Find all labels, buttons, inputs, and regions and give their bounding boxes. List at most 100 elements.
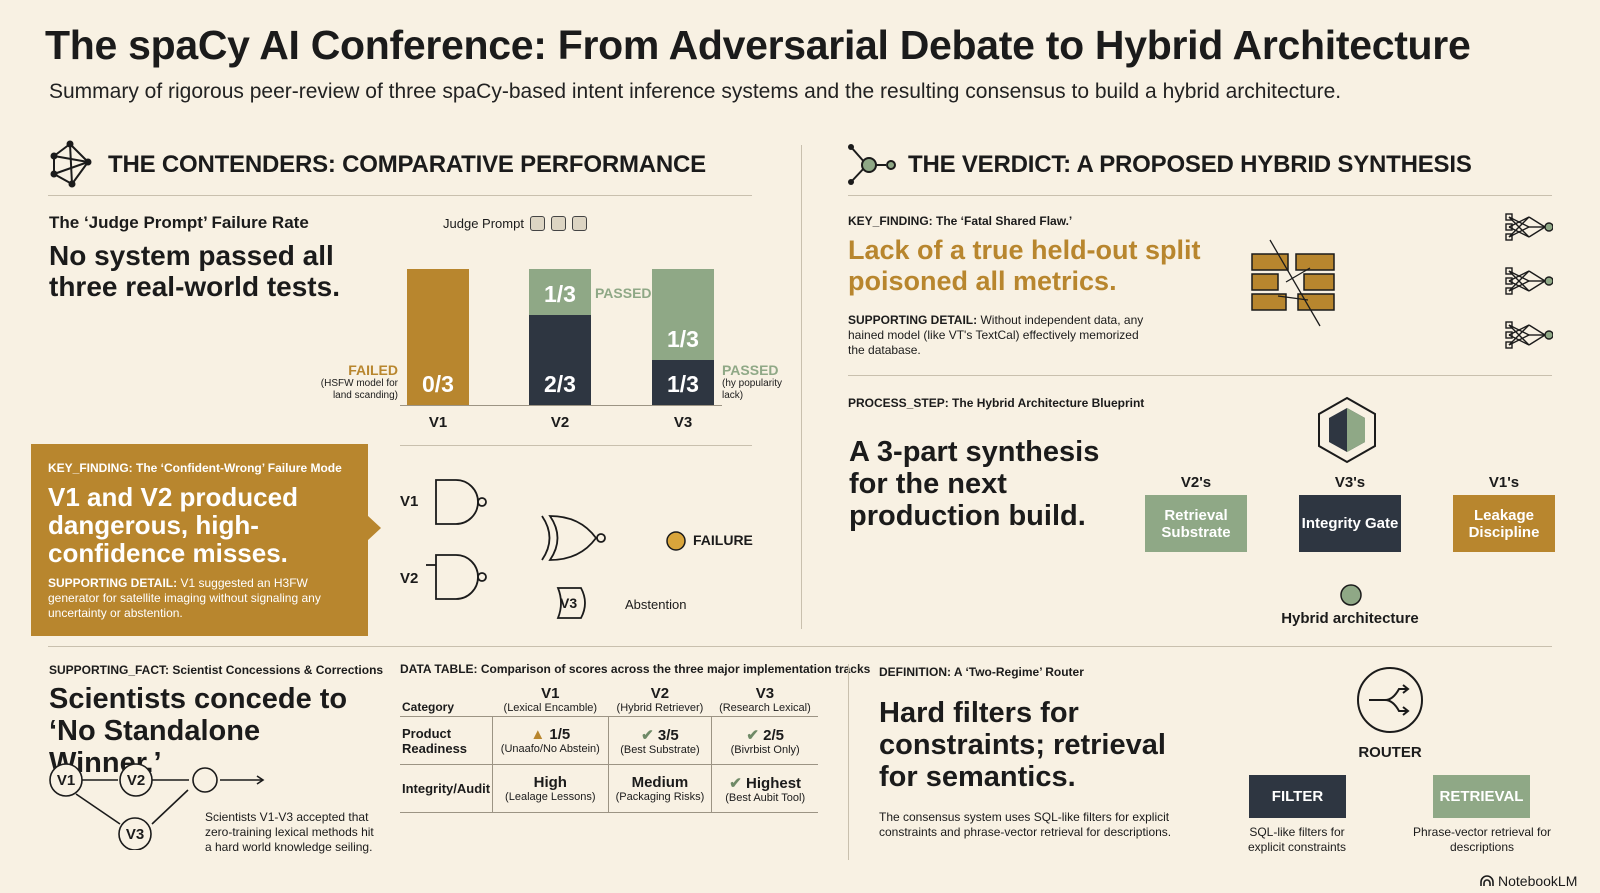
part-owner-v3: V3's: [1334, 474, 1366, 491]
table-header-row: Category V1 (Lexical Encamble) V2 (Hybrid …: [400, 683, 818, 717]
divider: [848, 195, 1552, 196]
brand-mark: NotebookLM: [1480, 873, 1577, 889]
scientists-node-diagram: [49, 763, 265, 850]
table-row: Integrity/Audit High (Lealage Lessons) Me…: [400, 764, 818, 813]
router-headline: Hard filters for constraints; retrieval …: [879, 697, 1166, 793]
row-category: Product Readiness: [400, 716, 493, 765]
bar-v3-passed-label: 1/3: [667, 326, 699, 352]
cell-sub: (Packaging Risks): [615, 791, 705, 803]
gate-label-v3: V3: [560, 595, 578, 611]
callout-pointer: [367, 515, 381, 541]
bar-v2-passed: [529, 269, 591, 315]
comparison-table: Category V1 (Lexical Encamble) V2 (Hybrid …: [400, 683, 818, 813]
cell-main: Medium: [631, 774, 689, 791]
check-icon: ✔: [729, 774, 742, 792]
column-header-v2: V2 (Hybrid Retriever): [608, 683, 712, 717]
detail-label: SUPPORTING DETAIL:: [848, 313, 978, 327]
router-def-label: DEFINITION: A ‘Two-Regime’ Router: [879, 665, 1084, 679]
column-sub: (Research Lexical): [719, 702, 811, 714]
hybrid-dot-icon: [1340, 584, 1362, 606]
router-note: The consensus system uses SQL-like filte…: [879, 810, 1172, 839]
legend-square: [529, 216, 545, 231]
scientists-label: SUPPORTING_FACT: Scientist Concessions &…: [49, 663, 384, 677]
notebooklm-logo-icon: [1480, 875, 1494, 886]
column-name: V2: [650, 685, 670, 702]
chart-legend: Judge Prompt: [443, 216, 587, 231]
node-v2: V2: [126, 772, 146, 789]
cell-main: 2/5: [763, 726, 784, 744]
key-finding-label: KEY_FINDING: The ‘Confident-Wrong’ Failu…: [48, 461, 342, 475]
part-owner-v1: V1's: [1488, 474, 1520, 491]
category-header: Category: [400, 683, 493, 717]
fatal-flaw-detail: SUPPORTING DETAIL: Without independent d…: [848, 313, 1148, 358]
judge-label: The ‘Judge Prompt’ Failure Rate: [49, 213, 309, 232]
page-subtitle: Summary of rigorous peer-review of three…: [49, 80, 1342, 103]
table-cell: ✔ Highest (Best Aubit Tool): [711, 764, 818, 813]
retrieval-box: RETRIEVAL: [1433, 775, 1530, 818]
judge-headline: No system passed all three real-world te…: [49, 240, 340, 302]
bar-v3-failed-label: 1/3: [667, 371, 699, 397]
network-icon: [50, 140, 92, 188]
warning-icon: ▲: [530, 726, 546, 743]
cell-main: High: [533, 774, 567, 791]
column-header-v3: V3 (Research Lexical): [711, 683, 818, 717]
gate-label-v2: V2: [400, 570, 419, 587]
node-v3: V3: [125, 826, 145, 843]
part-leakage-discipline: Leakage Discipline: [1453, 495, 1555, 552]
abstention-label: Abstention: [625, 597, 687, 612]
fatal-flaw-label: KEY_FINDING: The ‘Fatal Shared Flaw.’: [848, 214, 1073, 228]
logic-gates-diagram: [426, 479, 606, 600]
chart-baseline: [400, 405, 722, 406]
legend-square: [550, 216, 566, 231]
brand-name: NotebookLM: [1498, 873, 1578, 889]
v3-shield-icon: [556, 587, 586, 619]
cell-main: 1/5: [549, 726, 571, 743]
cell-main: 3/5: [657, 726, 679, 744]
legend-label: Judge Prompt: [443, 216, 524, 231]
passed-text-mid: PASSED: [595, 285, 652, 301]
filter-box: FILTER: [1249, 775, 1346, 818]
fatal-flaw-headline: Lack of a true held-out split poisoned a…: [848, 235, 1201, 296]
neural-net-icons: [1505, 213, 1553, 349]
table-cell: ✔ 3/5 (Best Substrate): [607, 716, 712, 765]
vertical-divider: [848, 664, 849, 860]
table-row: Product Readiness ▲ 1/5 (Unaafo/No Abstei…: [400, 716, 818, 765]
key-finding-headline: V1 and V2 produced dangerous, high-confi…: [48, 482, 298, 568]
bar-v2-passed-label: 1/3: [544, 281, 576, 307]
column-sub: (Hybrid Retriever): [616, 702, 704, 714]
process-headline: A 3-part synthesis for the next producti…: [849, 436, 1100, 532]
bar-v1-failed-label: 0/3: [422, 371, 454, 397]
broken-wall-icon: [1251, 239, 1335, 327]
bar-v2-failed: [529, 315, 591, 405]
scientists-headline: Scientists concede to ‘No Standalone Win…: [49, 683, 348, 779]
bar-v1: [407, 269, 469, 405]
divider: [48, 195, 752, 196]
divider: [848, 375, 1552, 376]
gate-label-v1: V1: [400, 493, 419, 510]
passed-annotation: PASSED (hy popularity lack): [722, 362, 792, 402]
hybrid-label: Hybrid architecture: [1281, 610, 1419, 627]
passed-note: (hy popularity lack): [722, 378, 783, 401]
bar-v2-name: V2: [550, 414, 570, 431]
detail-label: SUPPORTING DETAIL:: [48, 576, 178, 590]
column-header-v1: V1 (Lexical Encamble): [492, 683, 609, 717]
cell-sub: (Best Aubit Tool): [725, 791, 806, 804]
check-icon: ✔: [746, 726, 759, 744]
divider: [400, 445, 752, 446]
cell-sub: (Bivrbist Only): [730, 743, 800, 756]
table-caption: DATA TABLE: Comparison of scores across …: [400, 662, 871, 676]
column-sub: (Lexical Encamble): [503, 702, 598, 714]
retrieval-note: Phrase-vector retrieval for descriptions: [1412, 825, 1552, 854]
passed-text-right: PASSED: [722, 362, 779, 378]
table-cell: ▲ 1/5 (Unaafo/No Abstein): [492, 716, 609, 765]
legend-square: [571, 216, 587, 231]
detail-text: V1 suggested an H3FW generator for satel…: [48, 576, 321, 620]
row-category: Integrity/Audit: [400, 764, 493, 813]
table-cell: Medium (Packaging Risks): [607, 764, 712, 813]
key-finding-box: KEY_FINDING: The ‘Confident-Wrong’ Failu…: [31, 444, 368, 636]
table-cell: High (Lealage Lessons): [492, 764, 609, 813]
check-icon: ✔: [641, 726, 654, 744]
hub-icon: [848, 144, 896, 185]
detail-text: Without independent data, any hained mod…: [848, 313, 1144, 357]
part-owner-v2: V2's: [1180, 474, 1212, 491]
